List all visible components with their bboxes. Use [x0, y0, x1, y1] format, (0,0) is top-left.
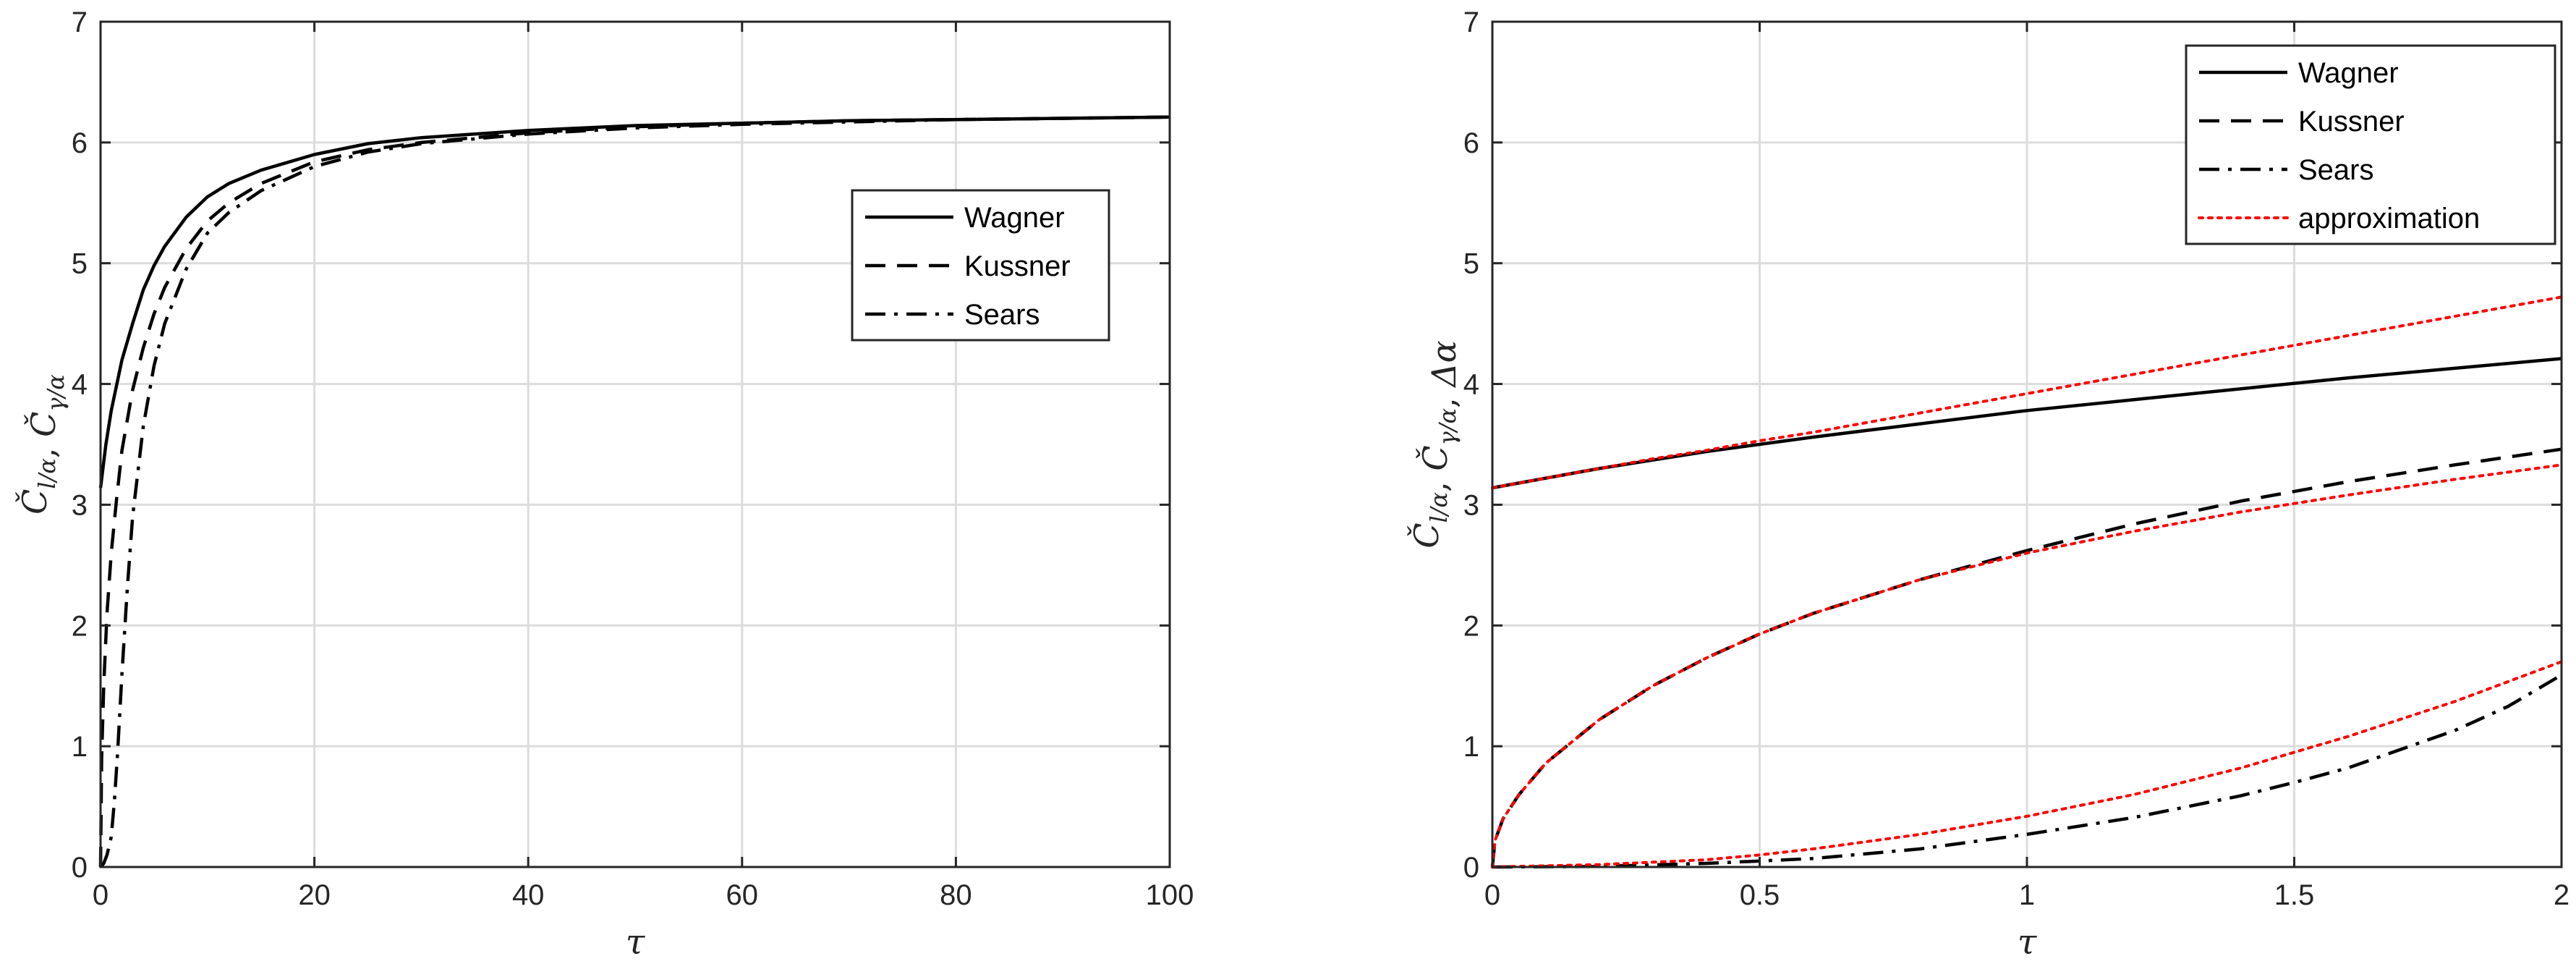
y-tick-label: 6	[72, 127, 88, 159]
x-tick-label: 1.5	[2274, 879, 2315, 911]
y-tick-label: 6	[1463, 127, 1479, 159]
y-tick-label: 4	[72, 369, 88, 401]
series-line-sears	[99, 115, 1170, 868]
y-tick-label: 5	[1463, 248, 1479, 280]
x-axis-label: τ	[626, 922, 646, 963]
x-tick-label: 1	[2019, 879, 2035, 911]
axes-frame	[99, 20, 1171, 868]
x-tick-label: 100	[1146, 879, 1194, 911]
plot-area	[101, 22, 1170, 867]
y-tick-label: 1	[72, 731, 88, 763]
legend-box	[2185, 44, 2556, 245]
legend-label-approximation: approximation	[2298, 203, 2480, 234]
x-tick-label: 2	[2554, 879, 2569, 911]
y-tick-label: 0	[72, 852, 88, 884]
y-tick-label: 5	[72, 248, 88, 280]
x-tick-label: 40	[512, 879, 545, 911]
chart-panel-1: 0 20 40 60 80 100 0 1 2 3 4 5 6 7 τ Čl/α, Čγ/α Wagner K…	[14, 7, 1194, 963]
legend: Wagner Kussner Sears	[851, 189, 1110, 342]
y-tick-label: 2	[72, 610, 88, 642]
legend-label-sears: Sears	[2298, 154, 2374, 186]
series-line-approximation-2	[1491, 463, 2563, 868]
legend-label-kussner: Kussner	[964, 250, 1071, 282]
series-line-sears	[1492, 673, 2563, 869]
y-tick-label: 3	[72, 489, 88, 521]
y-tick-label: 7	[1463, 7, 1479, 38]
x-tick-label: 80	[940, 879, 972, 911]
legend-label-wagner: Wagner	[964, 202, 1065, 234]
x-tick-label: 20	[298, 879, 331, 911]
legend-label-sears: Sears	[964, 299, 1040, 331]
y-axis-label: Čl/α, Čγ/α	[14, 374, 69, 515]
x-tick-label: 0.5	[1740, 879, 1780, 911]
y-tick-label: 3	[1463, 489, 1479, 521]
legend: Wagner Kussner Sears approximation	[2185, 44, 2556, 245]
y-axis-label: Čl/α, Čγ/α, Δα	[1406, 340, 1463, 548]
y-tick-label: 0	[1463, 852, 1479, 884]
chart-panel-2: 0 0.5 1 1.5 2 0 1 2 3 4 5 6 7 τ Čl/α, Čγ/α, Δα Wagner…	[1406, 7, 2569, 963]
series-line-wagner	[98, 115, 1170, 488]
y-tick-label: 7	[72, 7, 88, 38]
x-tick-label: 0	[1484, 879, 1500, 911]
series-line-approximation-3	[1491, 660, 2563, 868]
x-tick-label: 60	[726, 879, 759, 911]
y-tick-label: 4	[1463, 369, 1479, 401]
y-tick-label: 1	[1463, 731, 1479, 763]
x-axis-label: τ	[2018, 922, 2038, 963]
y-tick-label: 2	[1463, 610, 1479, 642]
legend-label-kussner: Kussner	[2298, 106, 2405, 138]
series-line-wagner	[1492, 357, 2562, 490]
series-line-approximation-1	[1491, 295, 2563, 490]
legend-label-wagner: Wagner	[2298, 57, 2399, 89]
x-tick-label: 0	[93, 879, 109, 911]
